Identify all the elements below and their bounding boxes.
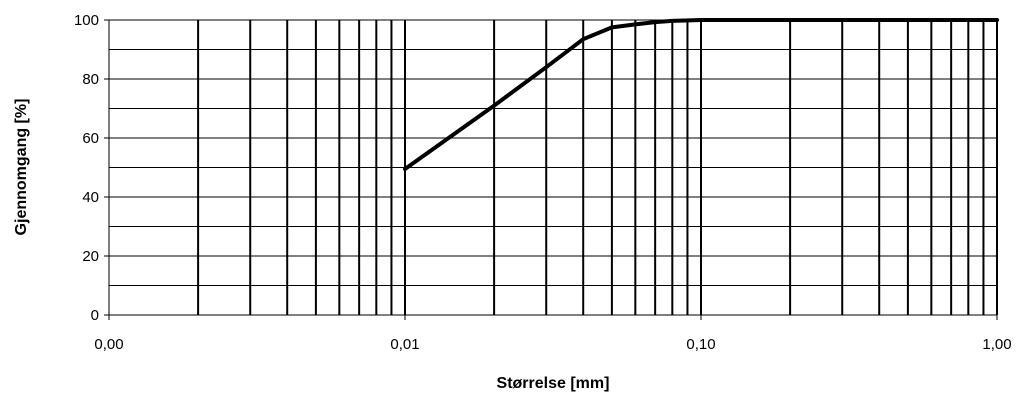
x-tick-labels: 0,00 0,01 0,10 1,00	[94, 315, 1012, 353]
y-tick-labels: 0 20 40 60 80 100	[74, 12, 109, 324]
plot-area	[108, 20, 997, 316]
x-tick-label: 0,00	[94, 336, 123, 353]
x-tick-label: 0,10	[686, 336, 715, 353]
series-layer	[403, 18, 999, 171]
y-tick-label: 0	[91, 307, 99, 324]
y-tick-label: 20	[82, 248, 99, 265]
y-tick-label: 100	[74, 12, 99, 29]
y-tick-label: 80	[82, 71, 99, 88]
grid-lines	[109, 19, 998, 315]
y-tick-label: 40	[82, 189, 99, 206]
series-line	[403, 18, 999, 171]
x-axis-label: Størrelse [mm]	[497, 375, 610, 392]
y-tick-label: 60	[82, 130, 99, 147]
x-tick-label: 0,01	[390, 336, 419, 353]
x-tick-label: 1,00	[982, 336, 1011, 353]
y-axis-label: Gjennomgang [%]	[13, 99, 30, 236]
